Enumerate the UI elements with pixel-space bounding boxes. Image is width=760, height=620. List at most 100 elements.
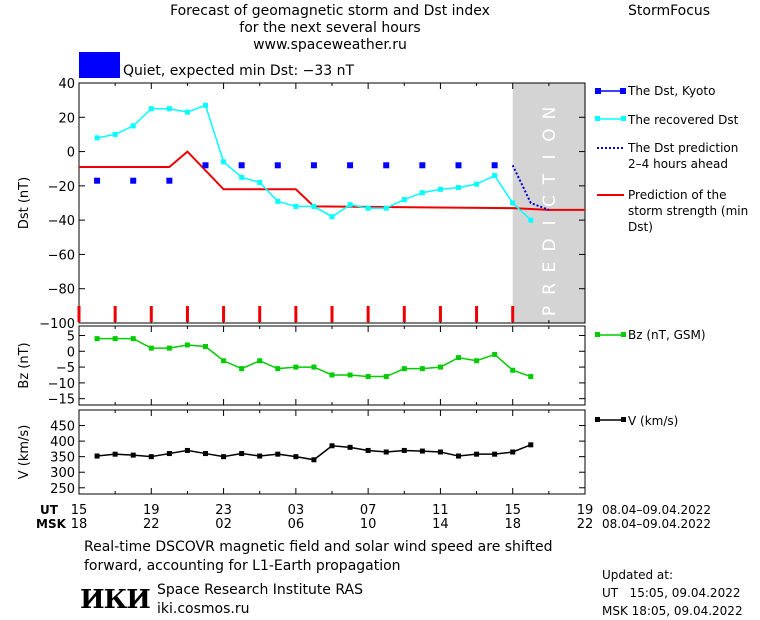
bz-point [383,374,389,380]
bz-point [275,366,281,372]
brand-label: StormFocus [628,3,711,19]
msk-tick-label: 10 [360,517,377,532]
y-tick-label: −100 [39,317,75,332]
v-point [275,451,281,457]
v-point [365,447,371,453]
title-line-2: for the next several hours [239,20,421,36]
updated-block: Updated at: UT 15:05, 09.04.2022 MSK 18:… [602,566,743,620]
v-point [130,452,136,458]
v-point [528,442,534,448]
y-tick-label: 5 [67,329,75,344]
v-point [239,451,245,457]
v-point [329,443,335,449]
ut-date-range: 08.04–09.04.2022 [602,503,711,517]
y-tick-label: 250 [50,482,75,497]
footnote: Real-time DSCOVR magnetic field and sola… [84,538,553,576]
legend-symbol [621,116,626,121]
kyoto-dst-point [419,162,426,169]
legend-symbol [595,332,600,337]
v-point [112,451,118,457]
bz-point [184,342,190,348]
recovered-dst-point [293,203,299,209]
y-tick-label: 400 [50,435,75,450]
legend-recovered-dst: The recovered Dst [628,113,739,127]
y-tick-label: −60 [48,248,75,263]
prediction-letter: P [540,306,560,316]
legend-symbol [620,88,626,94]
bz-line [97,337,532,378]
prediction-letter: I [540,220,560,225]
recovered-dst-point [474,181,480,187]
v-point [347,444,353,450]
prediction-letter: O [540,128,560,141]
v-point [94,453,100,459]
bz-point [492,351,498,357]
v-point [293,454,299,460]
bz-point [94,336,100,342]
ut-tick-label: 07 [360,503,377,518]
v-point [203,451,208,457]
y-tick-label: −5 [56,361,75,376]
y-tick-label: 20 [58,111,75,126]
msk-label: MSK [36,517,67,531]
ut-tick-label: 03 [288,503,305,518]
y-tick-label: 0 [67,345,75,360]
bz-point [311,364,317,370]
recovered-dst-point [347,202,353,208]
v-point [492,451,498,457]
bz-point [239,366,245,372]
msk-tick-label: 02 [215,517,232,532]
legend-storm-strength: Prediction of the storm strength (min Ds… [628,188,749,234]
v-point [474,451,480,457]
org-name: Space Research Institute RAS [157,582,363,598]
prediction-letter: N [540,107,560,120]
bz-point [112,336,118,342]
bz-point [347,372,353,378]
recovered-dst-point [203,102,208,108]
y-tick-label: −20 [48,180,75,195]
v-point [166,451,172,457]
legend-symbol [595,88,601,94]
prediction-letter: I [540,154,560,159]
v-point [311,457,317,463]
kyoto-dst-point [383,162,390,169]
bz-point [148,345,154,351]
v-point [148,454,154,460]
v-point [257,453,263,459]
y-tick-label: 40 [58,77,75,92]
kyoto-dst-point [310,162,317,169]
plot-frame [78,325,586,406]
footnote-line-1: Real-time DSCOVR magnetic field and sola… [84,539,553,555]
y-tick-label: −10 [48,377,75,392]
ut-tick-label: 15 [71,503,88,518]
kyoto-dst-point [347,162,354,169]
legend-symbol [621,417,626,422]
msk-tick-label: 18 [504,517,521,532]
recovered-dst-point [437,186,443,192]
kyoto-dst-point [455,162,462,169]
y-tick-label: 350 [50,451,75,466]
bz-point [456,355,461,361]
footnote-line-2: forward, accounting for L1-Earth propaga… [84,558,401,574]
kyoto-dst-point [491,162,498,169]
kyoto-dst-point [202,162,209,169]
recovered-dst-point [329,214,335,220]
ut-tick-label: 11 [432,503,449,518]
y-tick-label: −15 [48,393,75,408]
msk-tick-label: 22 [143,517,160,532]
v-point [221,454,227,460]
prediction-letter: C [540,195,560,207]
recovered-dst-point [275,198,281,204]
v-point [184,447,190,453]
ut-tick-label: 19 [143,503,160,518]
ut-tick-label: 23 [215,503,232,518]
updated-ut: UT 15:05, 09.04.2022 [602,586,741,600]
recovered-dst-point [456,185,461,191]
y-tick-label: 450 [50,420,75,435]
recovered-dst-point [383,205,389,211]
updated-msk: MSK 18:05, 09.04.2022 [602,604,743,618]
y-axis-label: V (km/s) [17,425,32,480]
msk-tick-label: 22 [577,517,594,532]
y-axis-label: Bz (nT) [17,342,32,388]
